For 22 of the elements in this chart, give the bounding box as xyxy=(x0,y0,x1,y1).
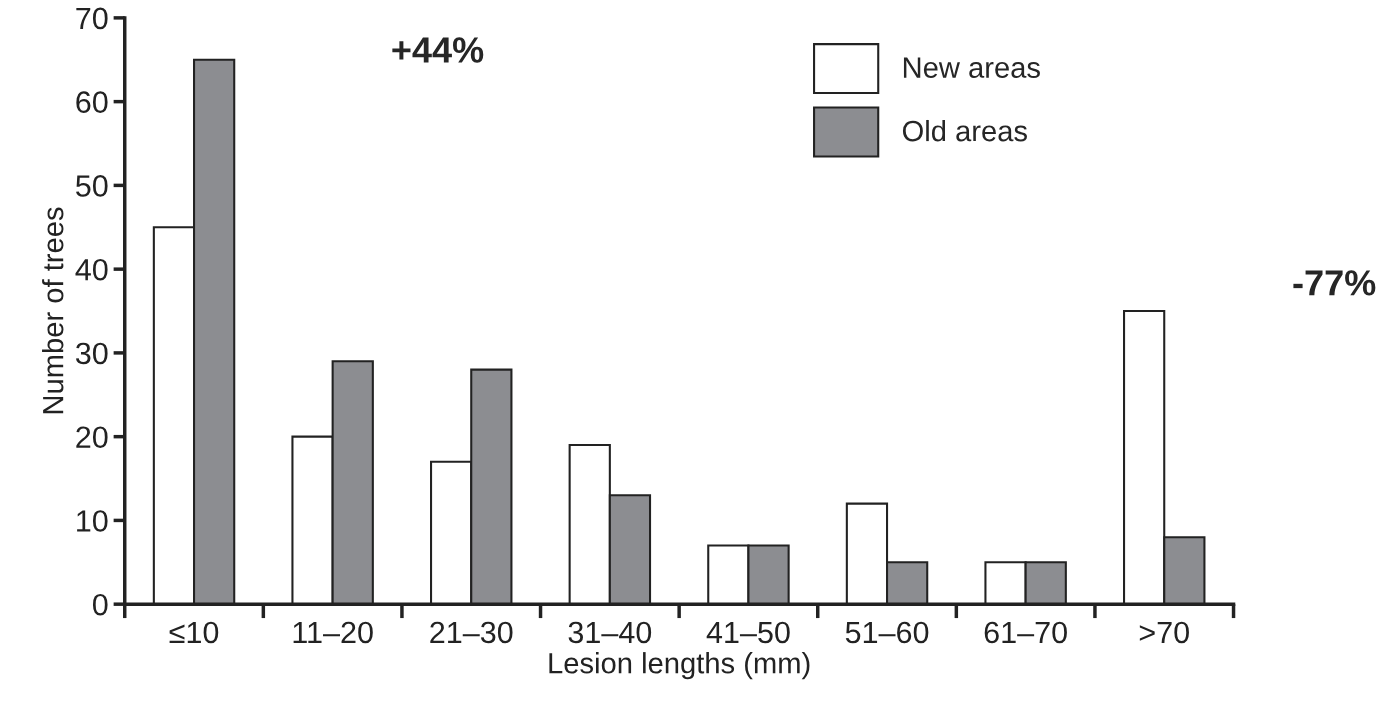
x-tick-label: 61–70 xyxy=(984,621,1067,644)
x-tick-label: 21–30 xyxy=(430,621,513,644)
y-tick-label: 30 xyxy=(75,342,108,365)
x-tick-label: 11–20 xyxy=(293,621,373,644)
x-tick-label: 41–50 xyxy=(706,621,790,644)
legend-label: New areas xyxy=(903,57,1040,78)
y-tick-label: 50 xyxy=(76,175,108,197)
x-tick-label: >70 xyxy=(1139,621,1189,644)
x-tick-label: 31–40 xyxy=(568,621,652,644)
y-tick-label: 70 xyxy=(76,7,108,30)
x-axis-title: Lesion lengths (mm) xyxy=(549,652,810,680)
y-tick-label: 40 xyxy=(75,258,108,281)
x-tick-label: 51–60 xyxy=(845,621,929,644)
y-tick-label: 20 xyxy=(76,426,108,449)
y-tick-label: 10 xyxy=(77,510,108,532)
y-axis-title: Number of trees xyxy=(42,207,64,414)
y-tick-label: 60 xyxy=(76,91,108,113)
annotation: +44% xyxy=(392,37,484,63)
legend-label: Old areas xyxy=(902,119,1027,142)
y-tick-label: 0 xyxy=(92,593,108,616)
text: -77% xyxy=(1293,270,1376,296)
x-tick-label: ≤10 xyxy=(169,621,219,644)
